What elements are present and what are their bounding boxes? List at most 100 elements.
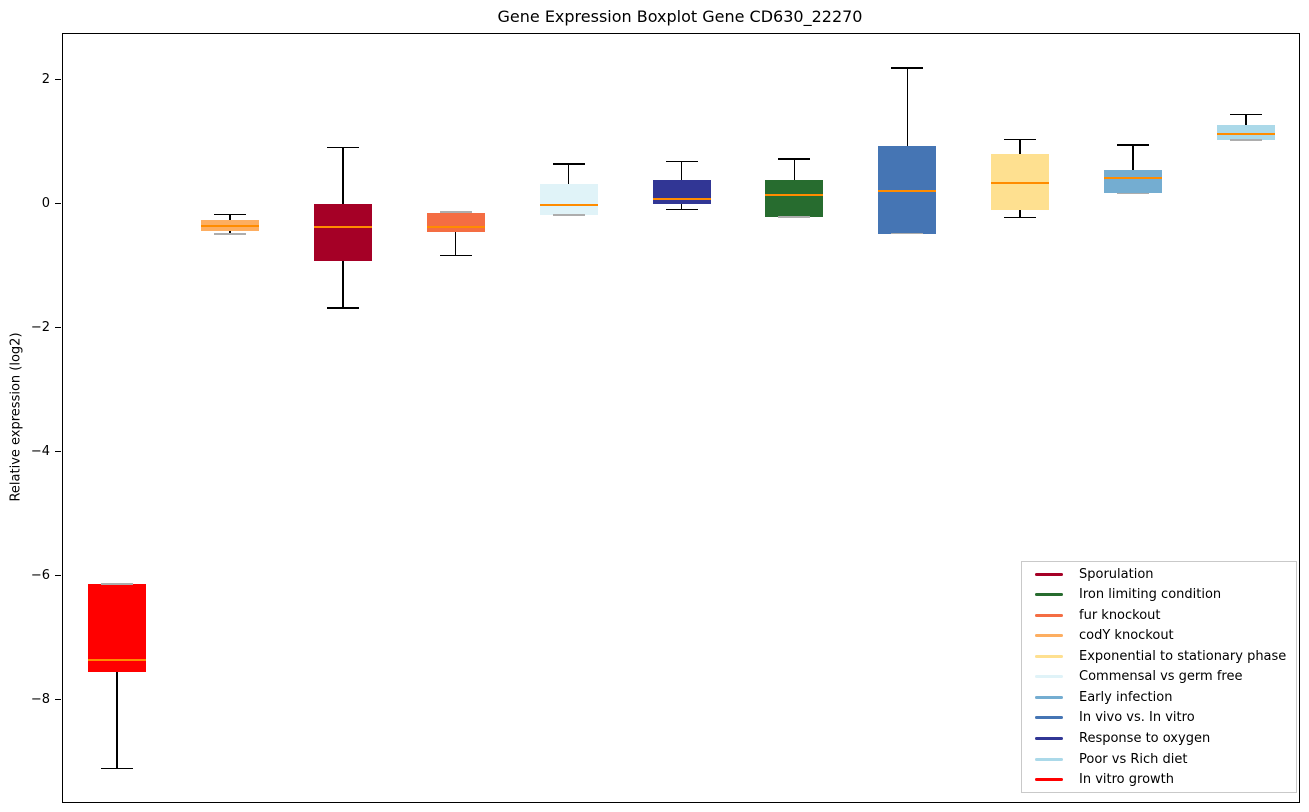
box [539,184,598,215]
legend-item-5: Commensal vs germ free [1029,667,1294,687]
lower-whisker-cap [665,208,698,211]
legend-label: fur knockout [1079,607,1161,623]
upper-whisker [342,147,344,205]
upper-whisker-cap [778,158,811,160]
median-line [765,193,824,196]
median-line [991,182,1050,185]
box [652,179,711,204]
box [991,154,1050,211]
upper-whisker [567,164,570,184]
legend-swatch [1035,593,1063,597]
legend-label: Exponential to stationary phase [1079,648,1287,664]
y-tick-label-1: 0 [41,195,50,211]
legend-item-9: Poor vs Rich diet [1029,749,1294,769]
y-tick-mark-2 [55,326,61,329]
legend-label: Commensal vs germ free [1079,669,1243,685]
upper-whisker [793,159,796,181]
lower-whisker [454,231,457,256]
lower-whisker [116,672,118,769]
lower-whisker-cap [891,232,924,235]
legend-item-1: Iron limiting condition [1029,585,1294,605]
legend-label: Early infection [1079,689,1173,705]
lower-whisker [680,203,683,210]
median-line [878,190,937,193]
box [1217,125,1275,140]
median-line [652,197,711,200]
y-tick-mark-4 [55,574,61,576]
legend-swatch [1035,737,1063,741]
upper-whisker-cap [552,163,585,165]
legend-swatch [1035,654,1063,658]
legend-swatch [1035,695,1063,699]
box [313,204,372,261]
upper-whisker [906,68,909,146]
median-line [1104,177,1163,180]
upper-whisker [1132,144,1134,171]
upper-whisker-cap [439,211,472,213]
upper-whisker [1245,114,1247,126]
median-line [1217,133,1275,136]
y-tick-label-2: −2 [30,319,50,335]
upper-whisker-cap [101,583,133,585]
legend-label: Poor vs Rich diet [1079,751,1188,767]
y-tick-label-4: −6 [30,567,50,583]
legend-swatch [1035,757,1063,761]
plot-area [62,33,1300,803]
box [1104,170,1163,194]
upper-whisker-cap [1230,113,1262,116]
lower-whisker [229,231,231,235]
median-line [426,225,485,228]
legend-label: In vitro growth [1079,772,1174,788]
legend-swatch [1035,613,1063,617]
upper-whisker-cap [1004,138,1037,141]
legend-swatch [1035,778,1063,782]
legend-label: Response to oxygen [1079,731,1211,747]
lower-whisker-cap [778,216,811,218]
legend-item-4: Exponential to stationary phase [1029,646,1294,666]
y-axis-label: Relative expression (log2) [8,332,24,502]
lower-whisker-cap [326,307,359,309]
legend-label: Sporulation [1079,566,1154,582]
y-tick-label-5: −8 [30,691,50,707]
legend-item-2: fur knockout [1029,605,1294,625]
lower-whisker-cap [213,233,246,235]
y-tick-mark-0 [55,78,61,81]
upper-whisker [1019,139,1021,155]
lower-whisker-cap [1230,139,1262,141]
y-tick-mark-3 [55,450,61,452]
box [426,213,485,232]
lower-whisker-cap [101,767,133,770]
upper-whisker-cap [213,213,246,216]
legend-label: In vivo vs. In vitro [1079,710,1195,726]
lower-whisker-cap [1117,192,1150,195]
box [88,583,146,673]
upper-whisker [680,161,683,180]
legend-item-3: codY knockout [1029,626,1294,646]
y-tick-label-3: −4 [30,443,50,459]
upper-whisker [229,214,231,220]
y-tick-mark-1 [55,202,61,205]
legend-swatch [1035,675,1063,679]
lower-whisker-cap [552,214,585,216]
legend-label: Iron limiting condition [1079,587,1222,603]
box [765,180,824,217]
lower-whisker [1019,210,1021,218]
legend: Sporulation Iron limiting condition fur kn… [1021,561,1297,793]
upper-whisker-cap [891,67,924,69]
box [878,145,937,234]
lower-whisker-cap [439,254,472,257]
median-line [313,225,372,228]
legend-item-10: In vitro growth [1029,770,1294,790]
legend-swatch [1035,716,1063,720]
legend-swatch [1035,572,1063,576]
y-tick-mark-5 [55,698,61,700]
median-line [88,659,146,662]
legend-item-0: Sporulation [1029,564,1294,584]
upper-whisker-cap [326,146,359,149]
legend-swatch [1035,634,1063,638]
y-tick-label-0: 2 [41,71,50,87]
legend-item-7: In vivo vs. In vitro [1029,708,1294,728]
legend-item-6: Early infection [1029,687,1294,707]
upper-whisker-cap [665,160,698,163]
